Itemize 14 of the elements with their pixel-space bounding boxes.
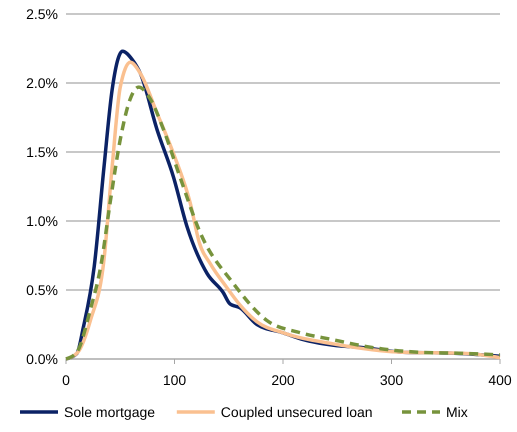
- x-tick-label: 200: [271, 372, 295, 388]
- legend-label: Sole mortgage: [64, 404, 156, 420]
- y-tick-label: 2.5%: [26, 6, 58, 22]
- y-tick-label: 2.0%: [26, 75, 58, 91]
- legend-label: Coupled unsecured loan: [220, 404, 373, 420]
- x-tick-label: 400: [488, 372, 512, 388]
- y-tick-label: 0.0%: [26, 351, 58, 367]
- x-tick-label: 300: [380, 372, 404, 388]
- x-tick-label: 100: [162, 372, 186, 388]
- y-tick-label: 0.5%: [26, 282, 58, 298]
- x-tick-label: 0: [62, 372, 70, 388]
- y-tick-label: 1.5%: [26, 144, 58, 160]
- y-tick-label: 1.0%: [26, 213, 58, 229]
- legend-label: Mix: [446, 404, 468, 420]
